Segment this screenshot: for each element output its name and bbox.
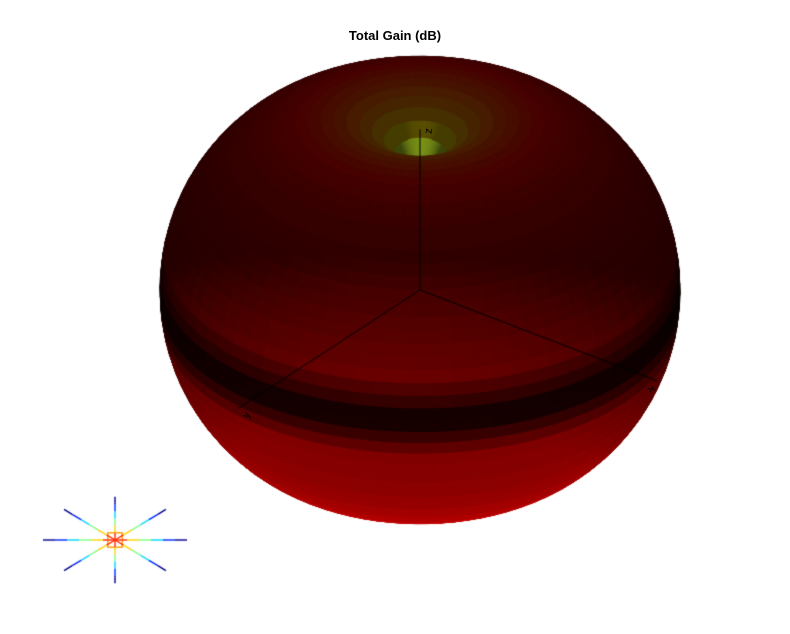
plot-title: Total Gain (dB) [349,28,441,43]
gain-3d-canvas [0,0,790,634]
